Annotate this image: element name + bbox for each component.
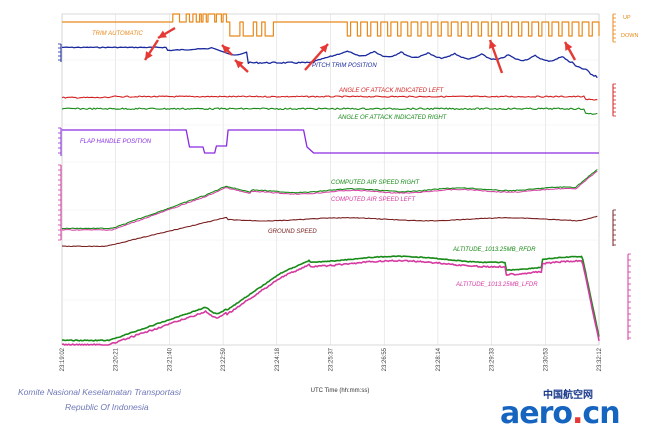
watermark-cn: 中国航空网 bbox=[543, 390, 593, 401]
annotation-arrowhead bbox=[222, 45, 231, 54]
series-label: COMPUTED AIR SPEED RIGHT bbox=[331, 180, 420, 186]
series-alt-left bbox=[61, 259, 600, 346]
footer-line1: Komite Nasional Keselamatan Transportasi bbox=[18, 387, 181, 397]
series-ground-speed bbox=[62, 215, 598, 248]
annotation-arrowhead bbox=[145, 51, 153, 60]
series-label: ALTITUDE_1013.25MB_LFDR bbox=[455, 282, 538, 288]
series-label: GROUND SPEED bbox=[268, 229, 317, 235]
series-label: PITCH TRIM POSITION bbox=[312, 63, 377, 69]
x-tick-label: 23:22:59 bbox=[221, 347, 227, 371]
annotation-arrowhead bbox=[488, 40, 497, 49]
series-trim-automatic bbox=[62, 13, 600, 37]
x-tick-label: 23:20:21 bbox=[114, 347, 120, 371]
series-group bbox=[61, 13, 600, 346]
watermark-logo: aero.cn bbox=[500, 396, 621, 431]
annotation-arrowhead bbox=[565, 42, 573, 51]
annotation-arrowhead bbox=[158, 30, 167, 38]
series-label: ALTITUDE_1013.25MB_RFDR bbox=[452, 247, 536, 253]
x-tick-label: 23:32:12 bbox=[597, 347, 603, 371]
series-label: TRIM AUTOMATIC bbox=[92, 31, 144, 37]
series-aoa-right bbox=[61, 107, 598, 115]
x-tick-label: 23:24:18 bbox=[275, 347, 281, 371]
x-axis-title: UTC Time (hh:mm:ss) bbox=[311, 388, 370, 394]
axes bbox=[58, 13, 631, 340]
series-label: ANGLE OF ATTACK INDICATED LEFT bbox=[338, 88, 445, 94]
series-aoa-left bbox=[61, 95, 598, 101]
series-label: COMPUTED AIR SPEED LEFT bbox=[331, 197, 416, 203]
annotation-arrows bbox=[143, 26, 577, 74]
series-cas-left bbox=[61, 170, 598, 231]
series-label: FLAP HANDLE POSITION bbox=[80, 139, 152, 145]
series-label: ANGLE OF ATTACK INDICATED RIGHT bbox=[337, 115, 448, 121]
x-tick-label: 23:21:40 bbox=[167, 347, 173, 371]
annotation-arrowhead bbox=[319, 44, 328, 53]
series-alt-right bbox=[61, 255, 600, 342]
series-cas-right bbox=[61, 169, 598, 230]
logo-end: cn bbox=[582, 396, 620, 431]
trim-up-label: UP bbox=[623, 15, 631, 21]
x-tick-label: 23:26:55 bbox=[382, 347, 388, 371]
logo-main: aero bbox=[500, 396, 573, 431]
annotation-arrowhead bbox=[235, 60, 244, 69]
trim-down-label: DOWN bbox=[621, 33, 638, 39]
series-pitch-trim bbox=[62, 46, 598, 79]
x-tick-labels: 23:19:02 23:20:21 23:21:40 23:22:59 23:24:18… bbox=[60, 347, 603, 371]
x-tick-label: 23:19:02 bbox=[60, 347, 66, 371]
x-tick-label: 23:25:37 bbox=[329, 347, 335, 371]
x-tick-label: 23:28:14 bbox=[436, 347, 442, 371]
series-flap-handle bbox=[62, 129, 599, 154]
series-labels: TRIM AUTOMATIC PITCH TRIM POSITION ANGLE O… bbox=[80, 31, 538, 288]
footer-line2: Republic Of Indonesia bbox=[65, 402, 149, 412]
x-tick-label: 23:29:33 bbox=[490, 347, 496, 371]
x-tick-label: 23:30:53 bbox=[543, 347, 549, 371]
logo-dot: . bbox=[572, 396, 583, 431]
grid bbox=[61, 14, 600, 345]
